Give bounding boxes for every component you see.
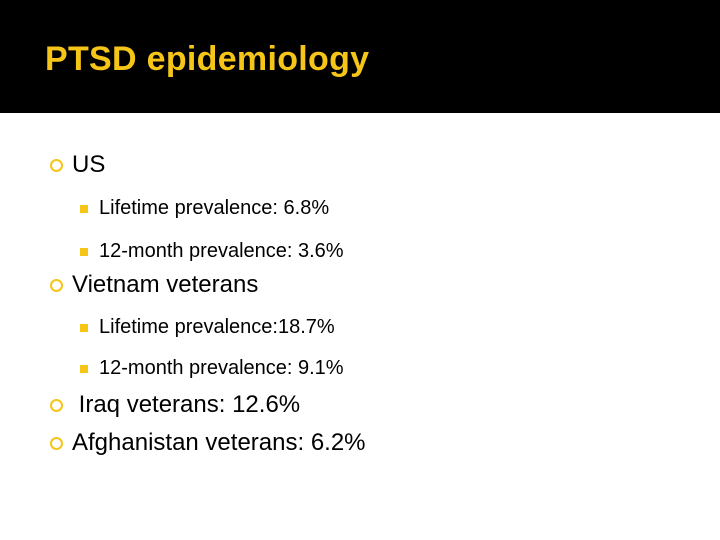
bullet-label: Iraq veterans: 12.6% <box>72 391 301 418</box>
ring-bullet-icon <box>50 158 63 172</box>
bullet-label: Afghanistan veterans: 6.2% <box>72 429 366 456</box>
bullet-label: Vietnam veterans <box>72 271 259 298</box>
bullet-label: US <box>72 151 106 178</box>
subbullet-vietnam-lifetime: Lifetime prevalence:18.7% <box>80 316 335 339</box>
square-bullet-icon <box>80 323 88 332</box>
ring-bullet-icon <box>50 278 63 292</box>
subbullet-us-12month: 12-month prevalence: 3.6% <box>80 240 344 263</box>
ring-bullet-icon <box>50 436 63 450</box>
bullet-afghanistan: Afghanistan veterans: 6.2% <box>50 429 366 457</box>
bullet-us: US <box>50 151 105 179</box>
subbullet-label: Lifetime prevalence:18.7% <box>99 316 335 338</box>
subbullet-label: 12-month prevalence: 9.1% <box>99 357 344 379</box>
subbullet-label: 12-month prevalence: 3.6% <box>99 240 344 262</box>
bullet-iraq: Iraq veterans: 12.6% <box>50 391 300 419</box>
bullet-vietnam: Vietnam veterans <box>50 271 258 299</box>
ring-bullet-icon <box>50 398 63 412</box>
title-bar: PTSD epidemiology <box>0 0 720 113</box>
subbullet-vietnam-12month: 12-month prevalence: 9.1% <box>80 357 344 380</box>
subbullet-us-lifetime: Lifetime prevalence: 6.8% <box>80 197 329 220</box>
square-bullet-icon <box>80 364 88 373</box>
subbullet-label: Lifetime prevalence: 6.8% <box>99 197 330 219</box>
square-bullet-icon <box>80 204 88 213</box>
slide-title: PTSD epidemiology <box>45 40 370 78</box>
square-bullet-icon <box>80 247 88 256</box>
